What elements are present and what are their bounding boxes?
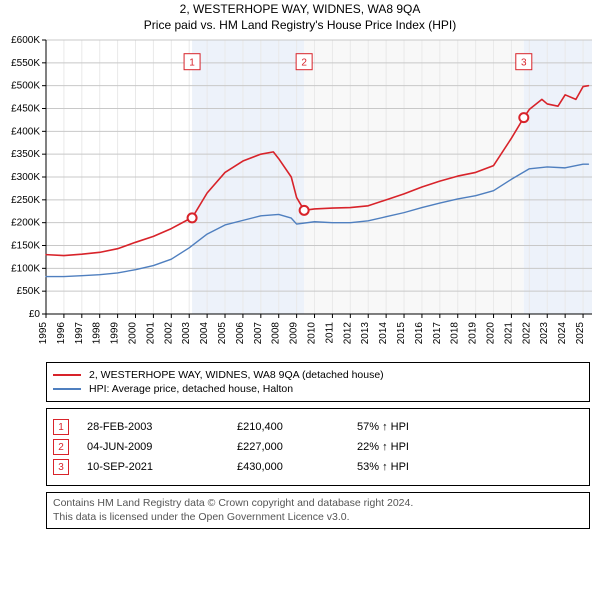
- x-tick-label: 2013: [360, 322, 371, 345]
- y-tick-label: £450K: [11, 104, 40, 115]
- sale-price: £210,400: [237, 421, 357, 433]
- x-tick-label: 1999: [110, 322, 121, 345]
- sales-table: 1 28-FEB-2003£210,40057% ↑ HPI 2 04-JUN-200…: [46, 408, 590, 486]
- sale-date: 28-FEB-2003: [87, 421, 237, 433]
- x-tick-label: 2021: [503, 322, 514, 345]
- x-tick-label: 2011: [324, 322, 335, 344]
- x-tick-label: 2024: [557, 322, 568, 345]
- y-tick-label: £550K: [11, 58, 40, 69]
- x-tick-label: 2017: [432, 322, 443, 345]
- x-tick-label: 2001: [145, 322, 156, 345]
- title-line-1: 2, WESTERHOPE WAY, WIDNES, WA8 9QA: [0, 2, 600, 16]
- sale-marker-dot: [188, 213, 197, 222]
- x-tick-label: 2018: [450, 322, 461, 345]
- x-tick-label: 2000: [128, 322, 139, 345]
- sale-badge: 2: [53, 439, 69, 455]
- legend-row: HPI: Average price, detached house, Halt…: [53, 383, 583, 395]
- y-tick-label: £400K: [11, 126, 40, 137]
- sale-marker-number: 1: [189, 58, 195, 69]
- legend-swatch: [53, 388, 81, 390]
- x-tick-label: 2015: [396, 322, 407, 345]
- sale-row: 1 28-FEB-2003£210,40057% ↑ HPI: [53, 419, 583, 435]
- x-tick-label: 1995: [38, 322, 49, 345]
- sale-marker-dot: [300, 206, 309, 215]
- x-tick-label: 2007: [253, 322, 264, 345]
- y-tick-label: £100K: [11, 263, 40, 274]
- x-tick-label: 2009: [289, 322, 300, 345]
- sale-price: £227,000: [237, 441, 357, 453]
- x-tick-label: 2019: [468, 322, 479, 345]
- y-tick-label: £500K: [11, 81, 40, 92]
- legend: 2, WESTERHOPE WAY, WIDNES, WA8 9QA (deta…: [46, 362, 590, 402]
- x-tick-label: 2004: [199, 322, 210, 345]
- x-tick-label: 2005: [217, 322, 228, 345]
- legend-swatch: [53, 374, 81, 376]
- x-tick-label: 2008: [271, 322, 282, 345]
- y-tick-label: £250K: [11, 195, 40, 206]
- y-tick-label: £0: [29, 309, 41, 320]
- x-tick-label: 2016: [414, 322, 425, 345]
- x-tick-label: 2020: [486, 322, 497, 345]
- attribution-footer: Contains HM Land Registry data © Crown c…: [46, 492, 590, 529]
- price-chart: £0 £50K £100K £150K £200K £250K £300K £350K £400…: [0, 36, 600, 356]
- x-tick-label: 2003: [181, 322, 192, 345]
- footer-line-2: This data is licensed under the Open Gov…: [53, 511, 583, 525]
- x-tick-label: 1996: [56, 322, 67, 345]
- y-tick-label: £150K: [11, 241, 40, 252]
- sale-date: 10-SEP-2021: [87, 461, 237, 473]
- x-tick-label: 1998: [92, 322, 103, 345]
- sale-date: 04-JUN-2009: [87, 441, 237, 453]
- y-tick-label: £350K: [11, 149, 40, 160]
- sale-badge: 1: [53, 419, 69, 435]
- sale-marker-dot: [519, 113, 528, 122]
- sale-row: 2 04-JUN-2009£227,00022% ↑ HPI: [53, 439, 583, 455]
- y-tick-label: £600K: [11, 36, 40, 46]
- x-tick-label: 1997: [74, 322, 85, 345]
- footer-line-1: Contains HM Land Registry data © Crown c…: [53, 497, 583, 511]
- sale-row: 3 10-SEP-2021£430,00053% ↑ HPI: [53, 459, 583, 475]
- x-tick-label: 2010: [307, 322, 318, 345]
- legend-label: HPI: Average price, detached house, Halt…: [89, 383, 293, 395]
- legend-row: 2, WESTERHOPE WAY, WIDNES, WA8 9QA (deta…: [53, 369, 583, 381]
- x-tick-label: 2012: [342, 322, 353, 345]
- y-tick-label: £300K: [11, 172, 40, 183]
- sale-marker-number: 2: [301, 58, 307, 69]
- y-tick-label: £200K: [11, 218, 40, 229]
- y-tick-label: £50K: [17, 286, 41, 297]
- sale-hpi-relation: 57% ↑ HPI: [357, 421, 409, 433]
- x-tick-label: 2014: [378, 322, 389, 345]
- chart-title-block: 2, WESTERHOPE WAY, WIDNES, WA8 9QA Price…: [0, 2, 600, 32]
- legend-label: 2, WESTERHOPE WAY, WIDNES, WA8 9QA (deta…: [89, 369, 384, 381]
- x-tick-label: 2002: [163, 322, 174, 345]
- sale-marker-number: 3: [521, 58, 527, 69]
- x-tick-label: 2025: [575, 322, 586, 345]
- sale-hpi-relation: 53% ↑ HPI: [357, 461, 409, 473]
- x-tick-label: 2022: [521, 322, 532, 345]
- sale-badge: 3: [53, 459, 69, 475]
- sale-price: £430,000: [237, 461, 357, 473]
- x-tick-label: 2006: [235, 322, 246, 345]
- x-tick-label: 2023: [539, 322, 550, 345]
- sale-hpi-relation: 22% ↑ HPI: [357, 441, 409, 453]
- title-line-2: Price paid vs. HM Land Registry's House …: [0, 18, 600, 32]
